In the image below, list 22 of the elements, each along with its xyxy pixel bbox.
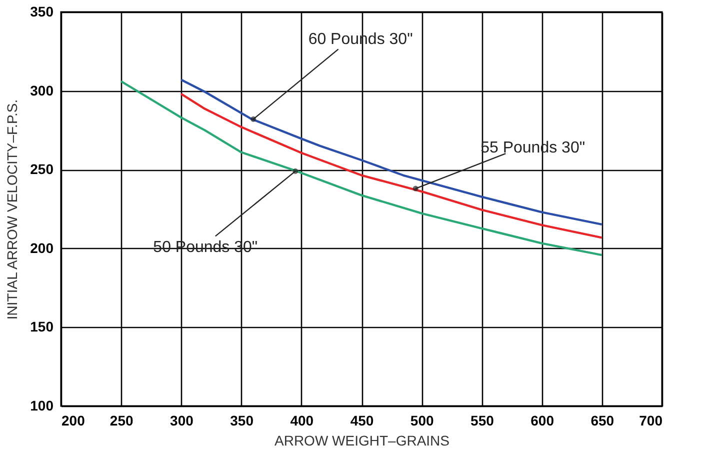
x-tick-label: 450: [350, 412, 374, 428]
y-tick-label: 350: [30, 4, 54, 20]
y-tick-label: 300: [30, 82, 54, 98]
x-tick-label: 600: [530, 412, 554, 428]
x-axis-title: ARROW WEIGHT–GRAINS: [274, 432, 450, 448]
line-series: [120, 80, 603, 256]
y-tick-label: 150: [30, 318, 54, 335]
x-tick-label: 550: [470, 412, 494, 428]
y-axis-title: INITIAL ARROW VELOCITY–F.P.S.: [4, 99, 20, 320]
x-tick-label: 700: [639, 412, 663, 428]
x-tick-label: 350: [230, 412, 254, 428]
x-tick-label: 500: [410, 412, 434, 428]
y-tick-label: 250: [30, 161, 54, 178]
x-tick-label: 200: [62, 412, 86, 428]
y-tick-label: 200: [30, 240, 54, 256]
x-tick-label: 650: [590, 412, 614, 428]
y-tick-label: 100: [30, 398, 54, 414]
x-tick-label: 400: [290, 412, 314, 428]
line-series: [180, 92, 603, 239]
x-tick-label: 250: [110, 412, 134, 428]
x-tick-label: 300: [170, 412, 194, 428]
line-series: [180, 78, 603, 226]
